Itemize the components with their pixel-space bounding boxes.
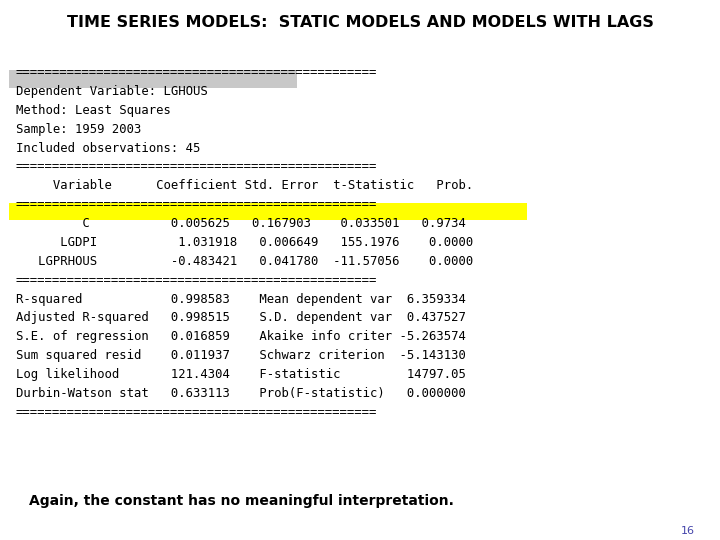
Text: Adjusted R-squared   0.998515    S.D. dependent var  0.437527: Adjusted R-squared 0.998515 S.D. depende… bbox=[16, 312, 466, 325]
Text: Log likelihood       121.4304    F-statistic         14797.05: Log likelihood 121.4304 F-statistic 1479… bbox=[16, 368, 466, 381]
Text: =================================================: ========================================… bbox=[16, 274, 377, 287]
Text: C           0.005625   0.167903    0.033501   0.9734: C 0.005625 0.167903 0.033501 0.9734 bbox=[16, 217, 466, 230]
Text: Durbin-Watson stat   0.633113    Prob(F-statistic)   0.000000: Durbin-Watson stat 0.633113 Prob(F-stati… bbox=[16, 387, 466, 400]
Text: 16: 16 bbox=[681, 525, 695, 536]
Text: =================================================: ========================================… bbox=[16, 406, 377, 419]
Text: S.E. of regression   0.016859    Akaike info criter -5.263574: S.E. of regression 0.016859 Akaike info … bbox=[16, 330, 466, 343]
Text: LGPRHOUS          -0.483421   0.041780  -11.57056    0.0000: LGPRHOUS -0.483421 0.041780 -11.57056 0.… bbox=[16, 255, 473, 268]
Text: =================================================: ========================================… bbox=[16, 198, 377, 211]
Text: =================================================: ========================================… bbox=[16, 66, 377, 79]
Text: Method: Least Squares: Method: Least Squares bbox=[16, 104, 171, 117]
Bar bbox=[9, 202, 527, 220]
Text: TIME SERIES MODELS:  STATIC MODELS AND MODELS WITH LAGS: TIME SERIES MODELS: STATIC MODELS AND MO… bbox=[66, 16, 654, 30]
Text: Sum squared resid    0.011937    Schwarz criterion  -5.143130: Sum squared resid 0.011937 Schwarz crite… bbox=[16, 349, 466, 362]
Text: Included observations: 45: Included observations: 45 bbox=[16, 141, 200, 154]
Bar bbox=[9, 71, 297, 88]
Text: Variable      Coefficient Std. Error  t-Statistic   Prob.: Variable Coefficient Std. Error t-Statis… bbox=[16, 179, 473, 192]
Text: Again, the constant has no meaningful interpretation.: Again, the constant has no meaningful in… bbox=[29, 494, 454, 508]
Text: =================================================: ========================================… bbox=[16, 160, 377, 173]
Text: Sample: 1959 2003: Sample: 1959 2003 bbox=[16, 123, 141, 136]
Text: R-squared            0.998583    Mean dependent var  6.359334: R-squared 0.998583 Mean dependent var 6.… bbox=[16, 293, 466, 306]
Text: LGDPI           1.031918   0.006649   155.1976    0.0000: LGDPI 1.031918 0.006649 155.1976 0.0000 bbox=[16, 236, 473, 249]
Text: Dependent Variable: LGHOUS: Dependent Variable: LGHOUS bbox=[16, 85, 207, 98]
